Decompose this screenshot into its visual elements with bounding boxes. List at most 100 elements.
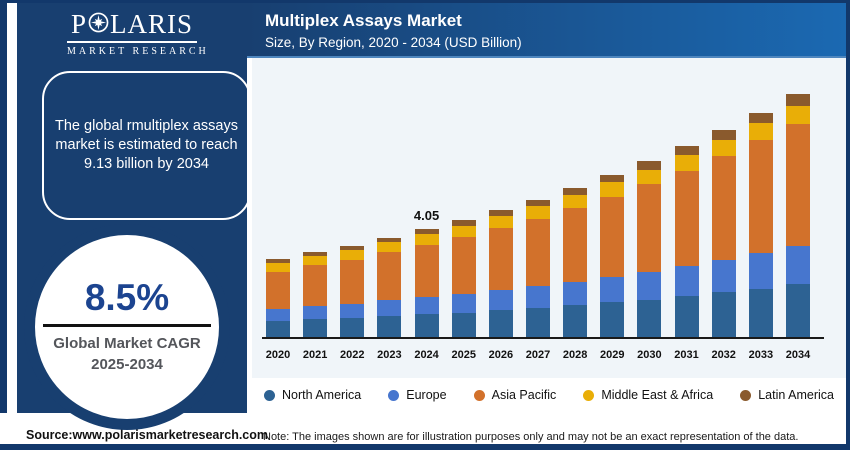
segment-middle-east-africa [674, 155, 699, 171]
x-axis-tick-label: 2023 [377, 349, 402, 361]
segment-asia-pacific [785, 123, 810, 247]
segment-latin-america [525, 199, 550, 207]
chart-legend: North America Europe Asia Pacific Middle Ea… [264, 388, 834, 402]
segment-north-america [303, 319, 328, 337]
x-axis-tick-label: 2020 [265, 349, 291, 361]
segment-north-america [488, 310, 513, 337]
segment-latin-america [674, 146, 699, 156]
segment-latin-america [451, 220, 476, 226]
bar-2033: 2033 [748, 58, 773, 361]
segment-north-america [266, 321, 290, 337]
segment-middle-east-africa [414, 234, 439, 246]
legend-dot-icon [740, 389, 752, 401]
segment-asia-pacific [377, 252, 402, 301]
segment-europe [748, 253, 773, 289]
segment-latin-america [266, 259, 290, 263]
segment-middle-east-africa [340, 249, 365, 260]
cagr-value: 8.5% [84, 277, 170, 319]
x-axis-tick-label: 2021 [302, 349, 328, 361]
brand-name: P LARIS [67, 11, 197, 38]
segment-middle-east-africa [303, 256, 328, 266]
segment-asia-pacific [711, 156, 736, 260]
segment-europe [674, 265, 699, 296]
segment-latin-america [303, 252, 328, 257]
frame-border-top [0, 0, 850, 3]
brand-name-prefix: P [70, 9, 87, 39]
segment-latin-america [785, 94, 810, 106]
bar-2032: 2032 [711, 58, 736, 361]
chart-header: Multiplex Assays Market Size, By Region,… [247, 3, 846, 58]
brand-name-suffix: LARIS [110, 9, 194, 39]
market-summary-callout: The global rmultiplex assays market is e… [42, 71, 251, 220]
segment-latin-america [414, 229, 439, 235]
x-axis-line [262, 337, 824, 339]
segment-middle-east-africa [488, 215, 513, 228]
segment-europe [266, 308, 290, 321]
segment-north-america [748, 288, 773, 337]
segment-europe [377, 300, 402, 317]
x-axis-tick-label: 2029 [600, 349, 625, 361]
segment-middle-east-africa [711, 139, 736, 157]
segment-europe [488, 289, 513, 311]
segment-europe [637, 271, 662, 300]
cagr-period: 2025-2034 [91, 355, 163, 373]
x-axis-tick-label: 2024 [414, 349, 439, 361]
plot-area: 2020 2021 2022 2023 4.05 2024 2025 2026 2027 2028… [266, 58, 810, 361]
segment-asia-pacific [637, 184, 662, 272]
segment-asia-pacific [303, 265, 328, 306]
segment-latin-america [637, 161, 662, 170]
x-axis-tick-label: 2033 [748, 349, 774, 361]
segment-north-america [340, 318, 365, 337]
segment-north-america [785, 284, 810, 337]
segment-asia-pacific [451, 237, 476, 294]
x-axis-tick-label: 2032 [711, 349, 736, 361]
bar-2027: 2027 [525, 58, 550, 361]
segment-europe [711, 259, 736, 293]
segment-latin-america [600, 175, 625, 183]
brand-tagline: MARKET RESEARCH [67, 46, 209, 57]
segment-asia-pacific [488, 227, 513, 290]
segment-asia-pacific [563, 208, 588, 282]
segment-latin-america [340, 245, 365, 250]
bar-2034: 2034 [785, 58, 810, 361]
x-axis-tick-label: 2022 [340, 349, 365, 361]
bar-2028: 2028 [563, 58, 588, 361]
legend-label: Europe [406, 388, 447, 402]
bar-2025: 2025 [451, 58, 476, 361]
cagr-badge: 8.5% Global Market CAGR 2025-2034 [24, 224, 230, 430]
frame-border-left [0, 3, 7, 413]
segment-latin-america [711, 130, 736, 140]
legend-label: North America [282, 388, 362, 402]
bar-2021: 2021 [303, 58, 328, 361]
x-axis-tick-label: 2031 [674, 349, 699, 361]
bar-2029: 2029 [600, 58, 625, 361]
logo-divider [67, 41, 197, 43]
segment-asia-pacific [340, 259, 365, 304]
cagr-label: Global Market CAGR [53, 335, 201, 353]
segment-middle-east-africa [525, 206, 550, 219]
segment-north-america [637, 299, 662, 337]
legend-dot-icon [388, 389, 400, 401]
segment-europe [303, 305, 328, 320]
bar-value-annotation: 4.05 [413, 208, 440, 223]
brand-logo: P LARIS MARKET RESEARCH [67, 11, 209, 57]
segment-north-america [525, 308, 550, 337]
bar-2020: 2020 [266, 58, 290, 361]
segment-middle-east-africa [748, 123, 773, 141]
segment-latin-america [748, 112, 773, 124]
legend-item-asia-pacific: Asia Pacific [473, 388, 557, 402]
legend-label: Asia Pacific [491, 388, 557, 402]
legend-dot-icon [583, 389, 595, 401]
frame-border-bottom [0, 444, 850, 450]
segment-middle-east-africa [377, 242, 402, 253]
x-axis-tick-label: 2025 [451, 349, 476, 361]
segment-middle-east-africa [563, 194, 588, 209]
legend-label: Middle East & Africa [601, 388, 714, 402]
bar-2026: 2026 [488, 58, 513, 361]
legend-label: Latin America [758, 388, 834, 402]
segment-middle-east-africa [637, 169, 662, 185]
segment-europe [525, 286, 550, 308]
x-axis-tick-label: 2027 [525, 349, 551, 361]
segment-middle-east-africa [785, 105, 810, 124]
